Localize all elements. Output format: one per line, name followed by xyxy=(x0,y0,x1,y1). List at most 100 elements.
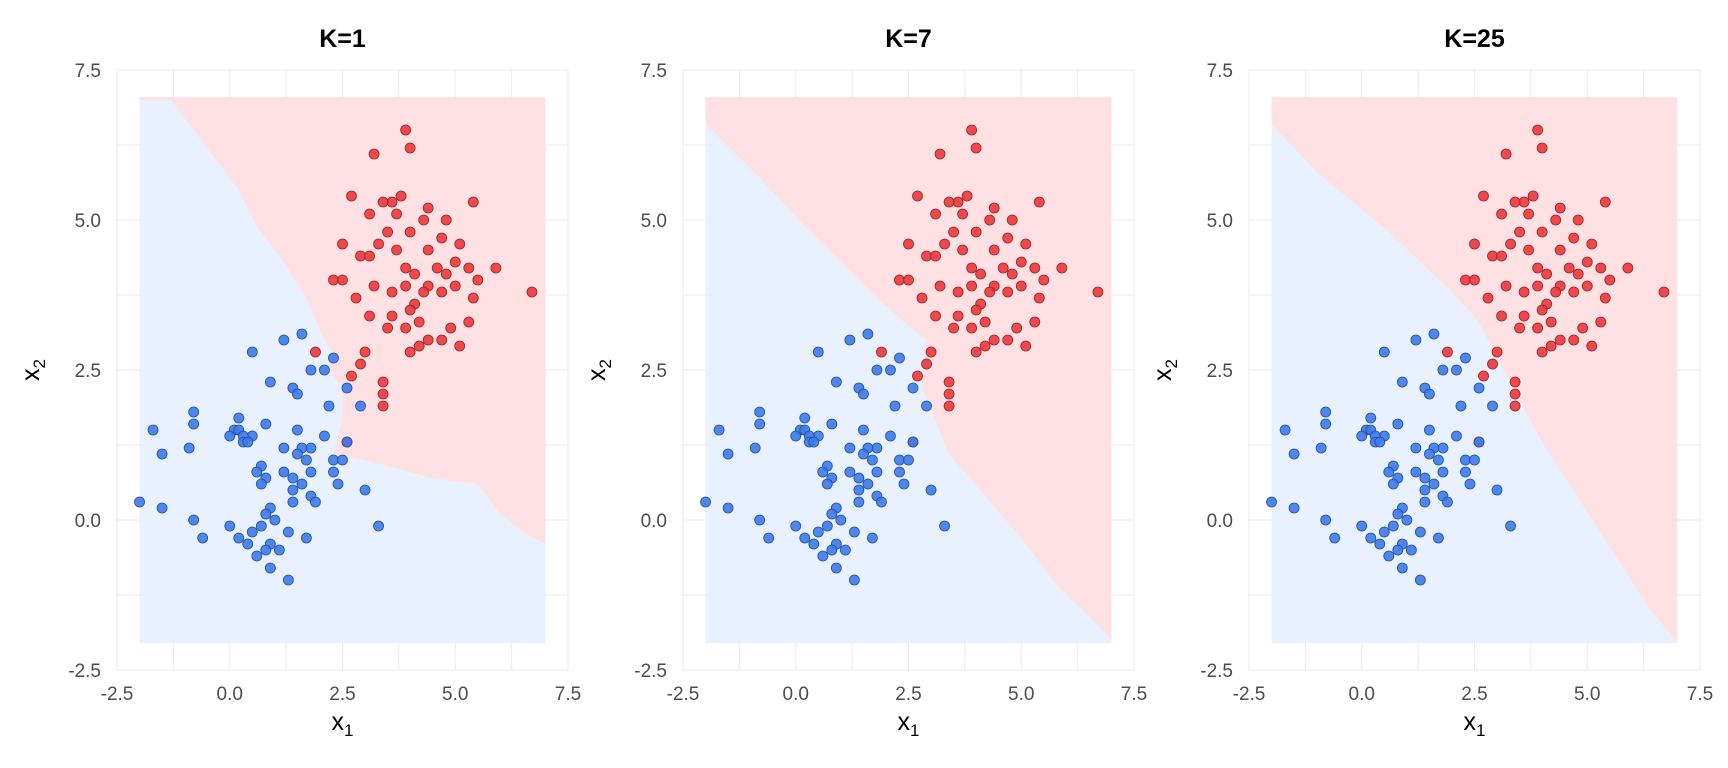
point-blue xyxy=(790,430,802,442)
point-red xyxy=(930,310,941,322)
point-red xyxy=(1568,334,1580,346)
point-red xyxy=(948,226,959,238)
point-red xyxy=(948,322,959,334)
point-blue xyxy=(808,436,820,448)
y-tick-label: 0.0 xyxy=(641,511,667,532)
x-tick-label: 7.5 xyxy=(1121,684,1147,705)
point-blue xyxy=(1419,484,1431,496)
point-blue xyxy=(183,442,195,454)
point-blue xyxy=(821,520,833,532)
point-blue xyxy=(373,520,384,532)
point-blue xyxy=(296,478,308,490)
point-blue xyxy=(885,364,896,376)
y-tick-label: -2.5 xyxy=(1200,661,1233,682)
point-blue xyxy=(260,418,272,430)
point-blue xyxy=(1279,424,1291,436)
point-red xyxy=(391,244,403,256)
point-red xyxy=(386,196,398,208)
point-red xyxy=(1658,286,1670,298)
point-red xyxy=(903,274,914,286)
point-blue xyxy=(1460,454,1471,466)
point-red xyxy=(1500,280,1512,292)
point-red xyxy=(970,142,982,154)
point-red xyxy=(970,304,982,316)
point-red xyxy=(364,250,375,262)
point-blue xyxy=(817,550,829,562)
point-blue xyxy=(1433,532,1444,544)
point-blue xyxy=(197,532,209,544)
point-red xyxy=(1002,286,1014,298)
point-blue xyxy=(1365,532,1377,544)
x-tick-label: 2.5 xyxy=(329,684,355,705)
y-tick-label: 5.0 xyxy=(641,211,667,232)
x-tick-label: 5.0 xyxy=(1008,684,1034,705)
point-red xyxy=(1092,286,1104,298)
point-red xyxy=(1033,292,1045,304)
point-blue xyxy=(224,430,236,442)
point-red xyxy=(957,244,969,256)
x-axis-label: x1 xyxy=(1464,708,1486,740)
point-blue xyxy=(722,448,734,460)
point-red xyxy=(368,280,380,292)
panel-title: K=1 xyxy=(319,25,366,53)
point-blue xyxy=(1266,496,1277,508)
point-red xyxy=(1015,280,1027,292)
point-red xyxy=(454,340,466,352)
point-blue xyxy=(1383,550,1395,562)
point-red xyxy=(975,268,987,280)
region-red xyxy=(139,97,546,544)
point-red xyxy=(1514,226,1525,238)
point-red xyxy=(1491,346,1503,358)
point-blue xyxy=(894,466,905,478)
point-red xyxy=(436,286,448,298)
point-red xyxy=(404,304,416,316)
point-red xyxy=(337,238,348,250)
point-red xyxy=(1033,196,1045,208)
point-blue xyxy=(858,424,869,436)
x-tick-label: 5.0 xyxy=(1574,684,1600,705)
point-red xyxy=(404,226,416,238)
point-blue xyxy=(844,442,856,454)
y-axis-label: x2 xyxy=(1149,359,1181,381)
point-red xyxy=(1509,400,1521,412)
point-blue xyxy=(1433,454,1444,466)
x-tick-label: 2.5 xyxy=(895,684,921,705)
point-blue xyxy=(332,478,344,490)
region-red xyxy=(705,97,1112,640)
point-blue xyxy=(839,544,851,556)
point-blue xyxy=(251,466,263,478)
point-red xyxy=(382,322,394,334)
point-red xyxy=(1011,322,1023,334)
point-blue xyxy=(1405,544,1417,556)
point-red xyxy=(364,208,375,220)
point-blue xyxy=(1487,400,1498,412)
point-red xyxy=(1554,202,1566,214)
point-red xyxy=(966,262,978,274)
point-red xyxy=(328,274,339,286)
x-tick-label: 0.0 xyxy=(217,684,243,705)
point-red xyxy=(449,256,461,268)
point-blue xyxy=(282,526,294,538)
point-red xyxy=(1568,286,1580,298)
point-red xyxy=(409,268,421,280)
data-points xyxy=(134,124,538,586)
point-blue xyxy=(889,400,901,412)
point-red xyxy=(925,346,937,358)
point-blue xyxy=(188,514,200,526)
point-blue xyxy=(700,496,711,508)
point-blue xyxy=(871,364,883,376)
point-red xyxy=(921,250,932,262)
point-red xyxy=(490,262,502,274)
point-blue xyxy=(255,520,267,532)
point-red xyxy=(1442,346,1453,358)
point-blue xyxy=(1505,520,1516,532)
y-tick-label: 5.0 xyxy=(75,211,101,232)
point-red xyxy=(1527,190,1539,202)
point-red xyxy=(1500,148,1512,160)
point-red xyxy=(463,316,475,328)
point-red xyxy=(422,244,434,256)
point-blue xyxy=(858,448,869,460)
point-blue xyxy=(328,466,339,478)
point-blue xyxy=(1442,496,1453,508)
y-tick-label: 2.5 xyxy=(75,361,101,382)
